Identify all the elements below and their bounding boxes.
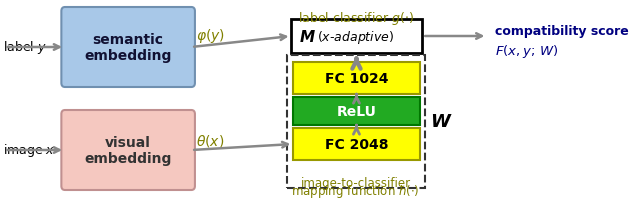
Text: image $x$: image $x$ bbox=[3, 142, 55, 159]
Text: $\bfit{M}$: $\bfit{M}$ bbox=[299, 29, 316, 45]
Text: semantic
embedding: semantic embedding bbox=[84, 33, 172, 63]
Bar bbox=[293, 128, 420, 160]
Bar bbox=[293, 98, 420, 125]
Text: $F(x, y;\, W)$: $F(x, y;\, W)$ bbox=[495, 42, 558, 59]
FancyBboxPatch shape bbox=[61, 8, 195, 88]
Text: image-to-classifier: image-to-classifier bbox=[301, 176, 411, 189]
FancyBboxPatch shape bbox=[61, 110, 195, 190]
Text: $\bfit{W}$: $\bfit{W}$ bbox=[431, 112, 453, 130]
Text: mapping function $h(\cdot)$: mapping function $h(\cdot)$ bbox=[291, 182, 420, 199]
Bar bbox=[293, 63, 420, 94]
Bar bbox=[287, 56, 425, 188]
Text: $\varphi(y)$: $\varphi(y)$ bbox=[196, 27, 225, 45]
Text: ReLU: ReLU bbox=[337, 104, 376, 118]
Bar bbox=[291, 20, 422, 54]
Text: compatibility score: compatibility score bbox=[495, 24, 628, 37]
Text: FC 2048: FC 2048 bbox=[324, 137, 388, 151]
Text: $(x$-adaptive$)$: $(x$-adaptive$)$ bbox=[317, 28, 394, 45]
Text: label $y$: label $y$ bbox=[3, 39, 47, 56]
Text: $\theta(x)$: $\theta(x)$ bbox=[196, 132, 224, 148]
Text: label classifier $g(\cdot)$: label classifier $g(\cdot)$ bbox=[298, 10, 415, 27]
Text: visual
embedding: visual embedding bbox=[84, 135, 172, 165]
Text: FC 1024: FC 1024 bbox=[324, 72, 388, 86]
